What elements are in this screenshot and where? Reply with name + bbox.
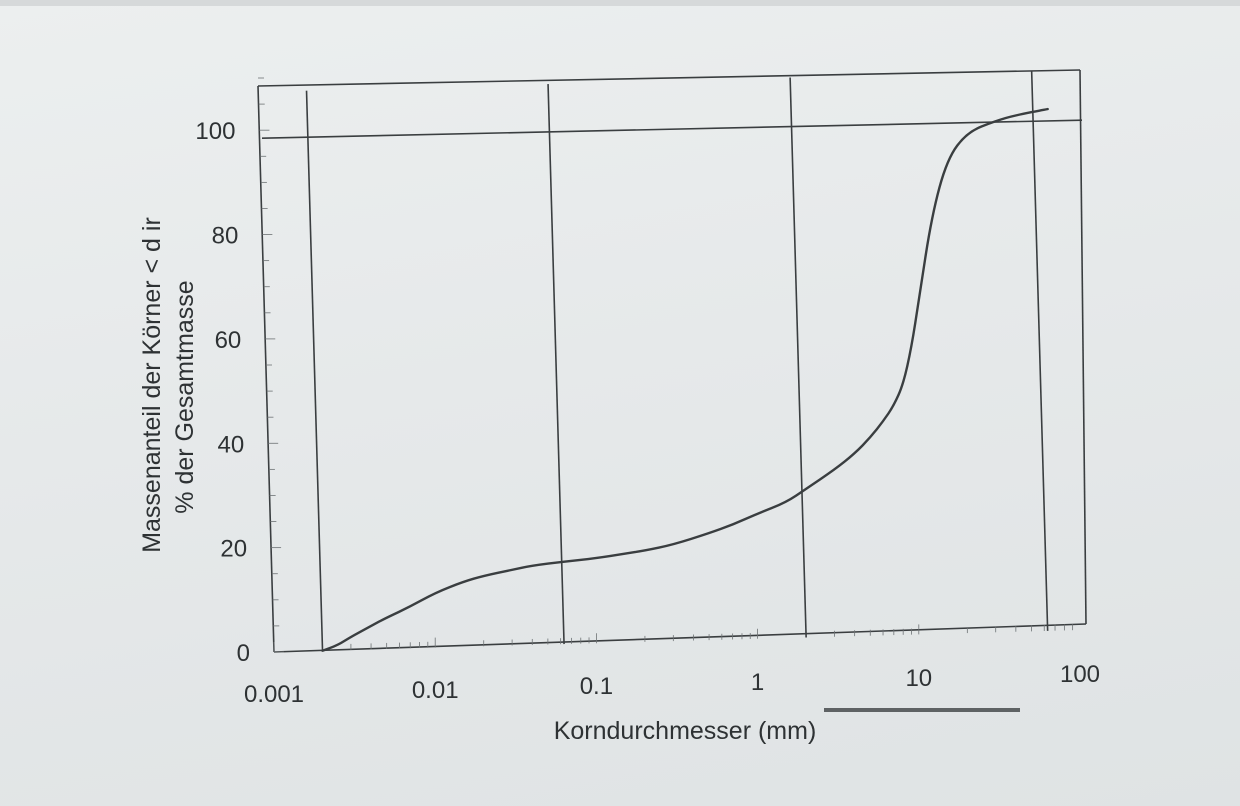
- minor-ticks: [258, 77, 1074, 653]
- plot-frame: [257, 69, 1087, 653]
- vertical-reference-line: [547, 84, 565, 645]
- y-tick-label: 60: [215, 327, 242, 354]
- x-tick-label: 1: [751, 669, 764, 696]
- y-axis-title-line1: Massenanteil der Körner < d ir: [138, 217, 166, 553]
- vertical-reference-line: [1030, 70, 1049, 631]
- y-tick-label: 40: [217, 431, 244, 458]
- x-axis-title: Korndurchmesser (mm): [554, 717, 817, 745]
- x-tick-label: 0.1: [580, 673, 613, 700]
- x-tick-label: 10: [905, 665, 932, 692]
- y-tick-label: 20: [220, 536, 247, 563]
- y-tick-label: 100: [195, 118, 235, 145]
- vertical-reference-line: [305, 90, 324, 651]
- frame-top: [257, 69, 1081, 87]
- y-tick-label: 80: [212, 223, 239, 250]
- y-tick-label: 0: [237, 640, 250, 667]
- y-axis-line: [257, 85, 275, 653]
- x-tick-label: 100: [1060, 661, 1100, 688]
- paper-edge: [0, 0, 1240, 6]
- x-tick-label: 0.01: [412, 677, 459, 704]
- y-axis-title-line2: % der Gesamtmasse: [171, 280, 199, 513]
- grain-size-curve: [321, 107, 1049, 652]
- y-tick-labels: 0 20 40 60 80 100: [195, 118, 250, 667]
- x-tick-label: 0.001: [244, 681, 304, 708]
- x-tick-labels: 0.001 0.01 0.1 1 10 100: [244, 661, 1100, 708]
- curve-layer: [321, 107, 1049, 652]
- x-axis-line: [273, 623, 1087, 653]
- horizontal-reference-line: [261, 119, 1083, 139]
- vertical-reference-line: [789, 77, 807, 638]
- frame-right: [1079, 69, 1087, 625]
- reference-lines: [261, 70, 1083, 651]
